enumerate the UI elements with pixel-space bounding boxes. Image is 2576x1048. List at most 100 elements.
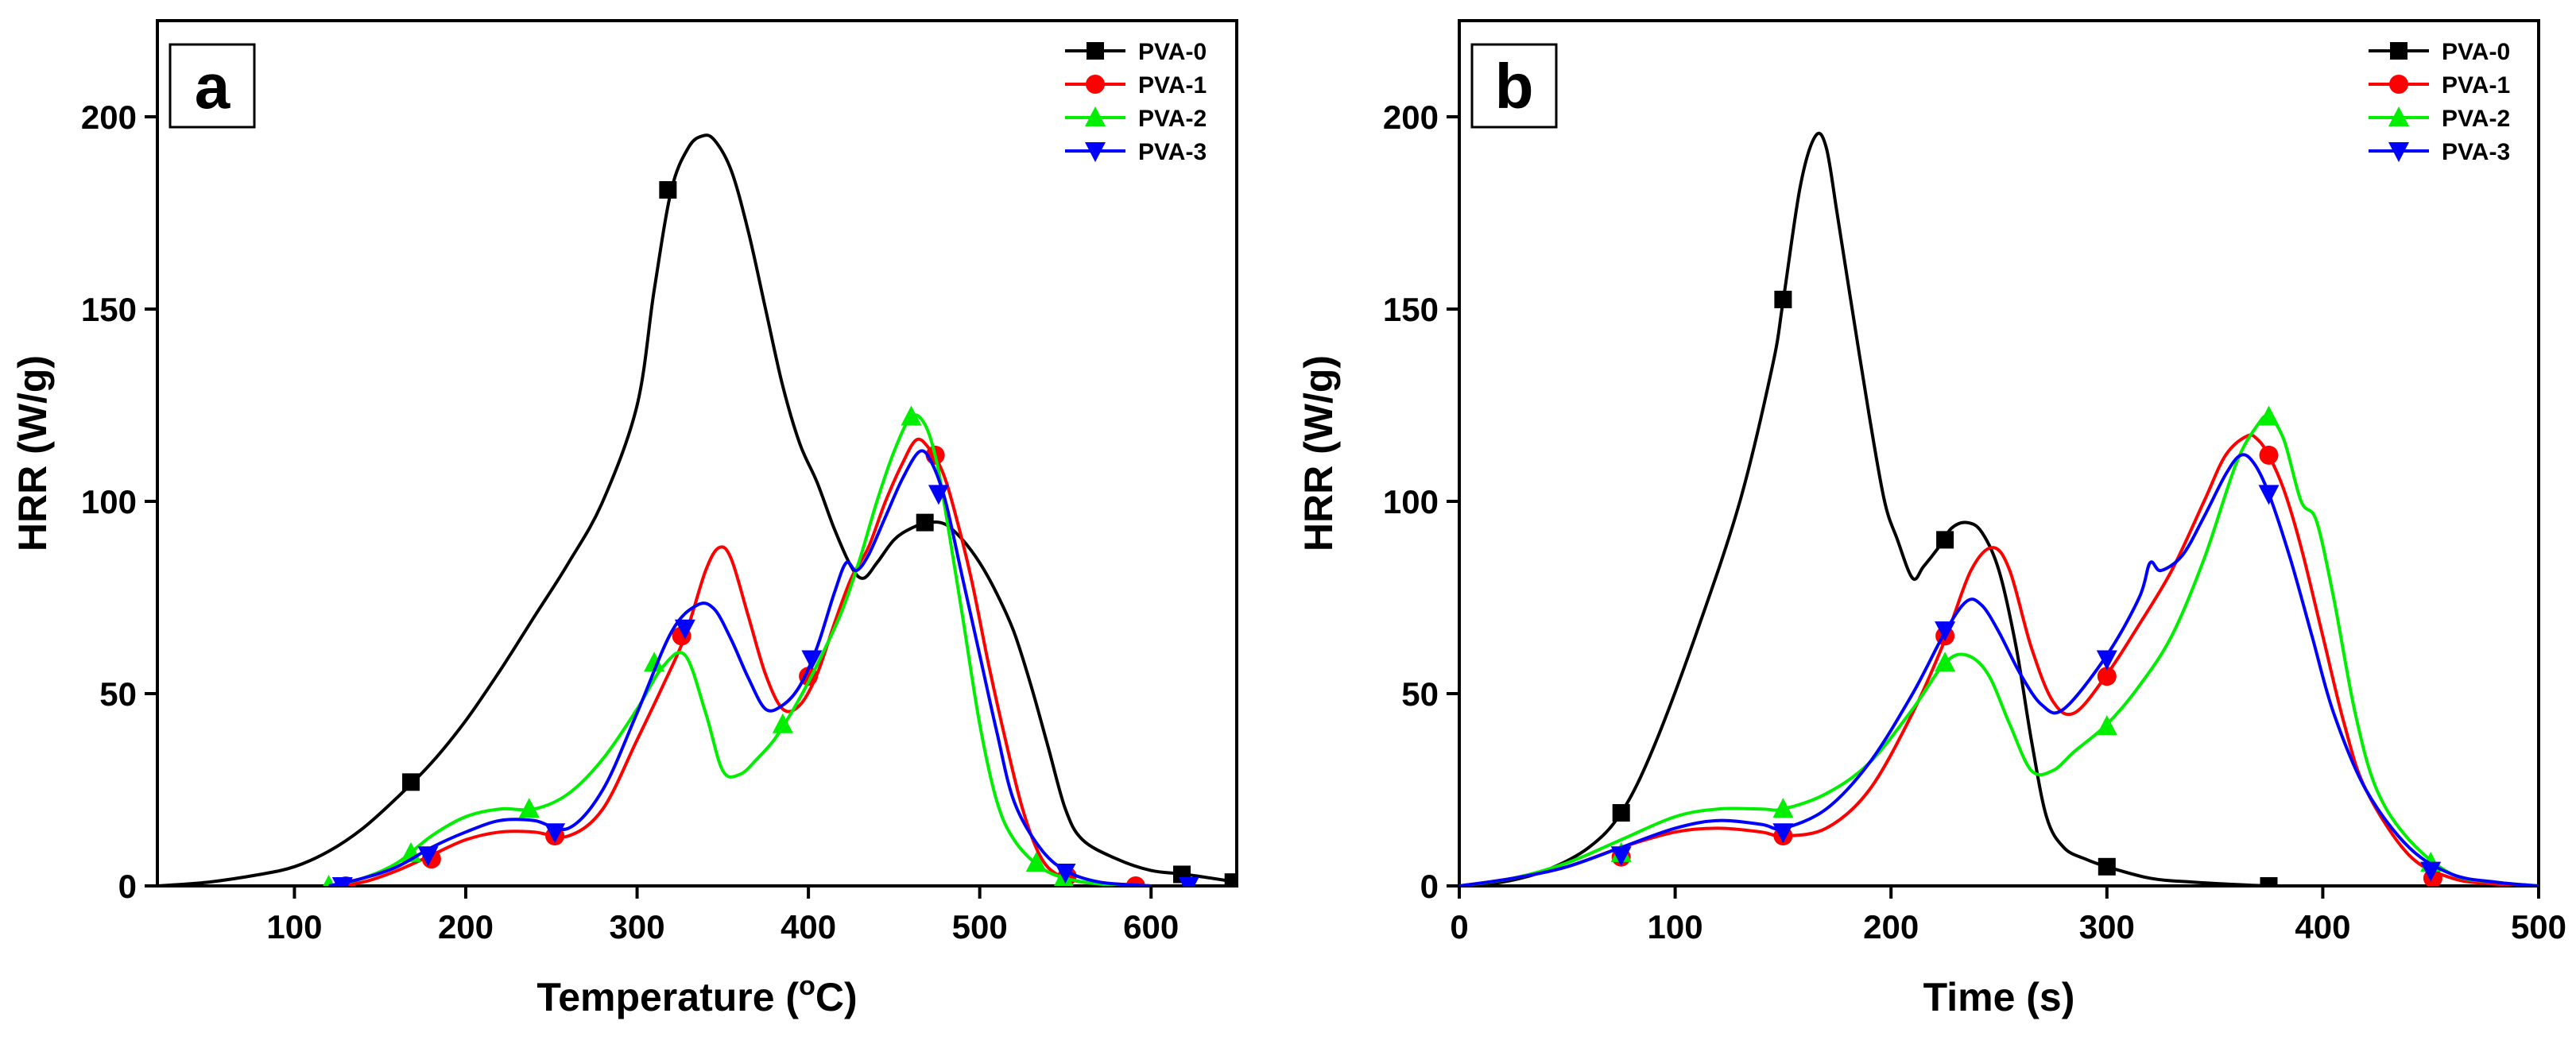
series-marker xyxy=(2259,445,2279,465)
series-marker xyxy=(2096,715,2117,736)
legend-marker xyxy=(1085,106,1106,126)
chart-panel-b: 0 100 200 300 400 500 0 50 100 150 200 HRR (W/g) Tim… xyxy=(1296,19,2566,1019)
series-line xyxy=(1459,433,2539,886)
series-pva-3 xyxy=(1459,453,2539,886)
series-marker xyxy=(1224,873,1237,886)
y-axis-label: HRR (W/g) xyxy=(10,355,55,551)
x-tick-label: 100 xyxy=(266,908,322,946)
y-tick-label: 150 xyxy=(1383,291,1439,328)
series-marker xyxy=(2097,667,2117,686)
series-marker xyxy=(1774,290,1792,308)
series-line xyxy=(328,413,1152,886)
x-tick-label: 100 xyxy=(1648,908,1703,946)
series-marker xyxy=(402,773,420,791)
legend-marker xyxy=(2390,42,2407,60)
series-marker xyxy=(1612,804,1630,822)
x-axis-label: Time (s) xyxy=(1923,975,2075,1019)
chart-panel-a: 100 200 300 400 500 600 0 50 100 150 200 HRR (W/g) T… xyxy=(10,19,1238,1019)
series-marker xyxy=(2260,877,2278,886)
series-marker xyxy=(2098,857,2116,876)
series-pva-0 xyxy=(157,133,1237,886)
series-marker xyxy=(331,877,353,886)
legend-marker xyxy=(2389,75,2408,94)
x-axis-label-main: Temperature ( xyxy=(537,975,799,1019)
x-tick-label: 500 xyxy=(2511,908,2566,946)
legend-label: PVA-0 xyxy=(2442,39,2510,65)
series-marker xyxy=(644,652,665,672)
x-tick-label: 400 xyxy=(781,908,836,946)
y-tick-label: 200 xyxy=(1383,99,1439,136)
x-tick-label: 400 xyxy=(2295,908,2350,946)
panel-label-box xyxy=(1470,43,1558,129)
legend-marker xyxy=(1086,75,1105,94)
series-marker xyxy=(2258,485,2280,505)
series-marker xyxy=(1772,823,1794,844)
series-marker xyxy=(901,405,922,426)
y-tick-label: 100 xyxy=(81,483,137,520)
series-marker xyxy=(659,180,677,199)
y-tick-label: 0 xyxy=(118,868,137,905)
series-marker xyxy=(928,485,949,505)
y-tick-label: 150 xyxy=(81,291,137,328)
plot-frame xyxy=(156,19,1238,888)
series-marker xyxy=(1610,846,1632,867)
series-marker xyxy=(1055,864,1076,884)
x-tick-label: 200 xyxy=(1863,908,1919,946)
legend-marker xyxy=(1085,142,1106,162)
x-axis-label-superscript: o xyxy=(799,971,815,1001)
y-tick-label: 200 xyxy=(81,99,137,136)
series-line xyxy=(157,133,1237,886)
legend-label: PVA-2 xyxy=(2442,106,2510,132)
x-tick-label: 300 xyxy=(2079,908,2135,946)
series-marker xyxy=(801,650,823,671)
series-marker xyxy=(417,846,439,867)
series-pva-0 xyxy=(1459,131,2539,886)
series-marker xyxy=(544,823,566,844)
x-tick-label: 200 xyxy=(438,908,494,946)
series-marker xyxy=(916,513,934,532)
x-tick-label: 500 xyxy=(952,908,1008,946)
series-line xyxy=(1459,414,2539,886)
legend-marker xyxy=(2388,142,2409,162)
series-marker xyxy=(1935,652,1956,672)
y-tick-label: 50 xyxy=(1401,675,1439,713)
series-marker xyxy=(674,619,695,640)
x-axis-label-main: Time (s) xyxy=(1923,975,2075,1019)
y-axis-label: HRR (W/g) xyxy=(1296,355,1341,551)
legend-label: PVA-1 xyxy=(1138,72,1207,99)
legend-marker xyxy=(2388,106,2409,126)
y-tick-label: 0 xyxy=(1420,868,1439,905)
series-marker xyxy=(323,875,335,886)
series-pva-2 xyxy=(323,405,1152,886)
plot-frame xyxy=(1458,19,2540,888)
series-marker xyxy=(2258,405,2280,426)
series-marker xyxy=(1935,621,1956,642)
x-axis-label: Temperature (oC) xyxy=(537,971,857,1019)
x-tick-label: 600 xyxy=(1123,908,1179,946)
series-marker xyxy=(2420,861,2442,882)
series-marker xyxy=(1772,798,1794,818)
x-axis-label-unit: C) xyxy=(815,975,858,1019)
legend-marker xyxy=(1087,42,1104,60)
series-marker xyxy=(772,713,793,733)
x-tick-label: 300 xyxy=(610,908,665,946)
legend-label: PVA-1 xyxy=(2442,72,2510,99)
series-line xyxy=(1459,453,2539,886)
series-marker xyxy=(1178,877,1199,886)
legend: PVA-0 PVA-1 PVA-2 PVA-3 xyxy=(2369,39,2510,165)
legend-label: PVA-3 xyxy=(1138,139,1207,165)
y-tick-label: 50 xyxy=(99,675,137,713)
panel-label-box xyxy=(169,43,256,129)
y-tick-label: 100 xyxy=(1383,483,1439,520)
series-marker xyxy=(1936,531,1954,549)
panel-label: b xyxy=(1495,51,1534,122)
legend-label: PVA-2 xyxy=(1138,106,1207,132)
series-marker xyxy=(1025,851,1047,872)
series-pva-3 xyxy=(328,449,1199,886)
legend: PVA-0 PVA-1 PVA-2 PVA-3 xyxy=(1065,39,1207,165)
legend-label: PVA-3 xyxy=(2442,139,2510,165)
series-marker xyxy=(518,798,540,818)
x-tick-label: 0 xyxy=(1450,908,1468,946)
